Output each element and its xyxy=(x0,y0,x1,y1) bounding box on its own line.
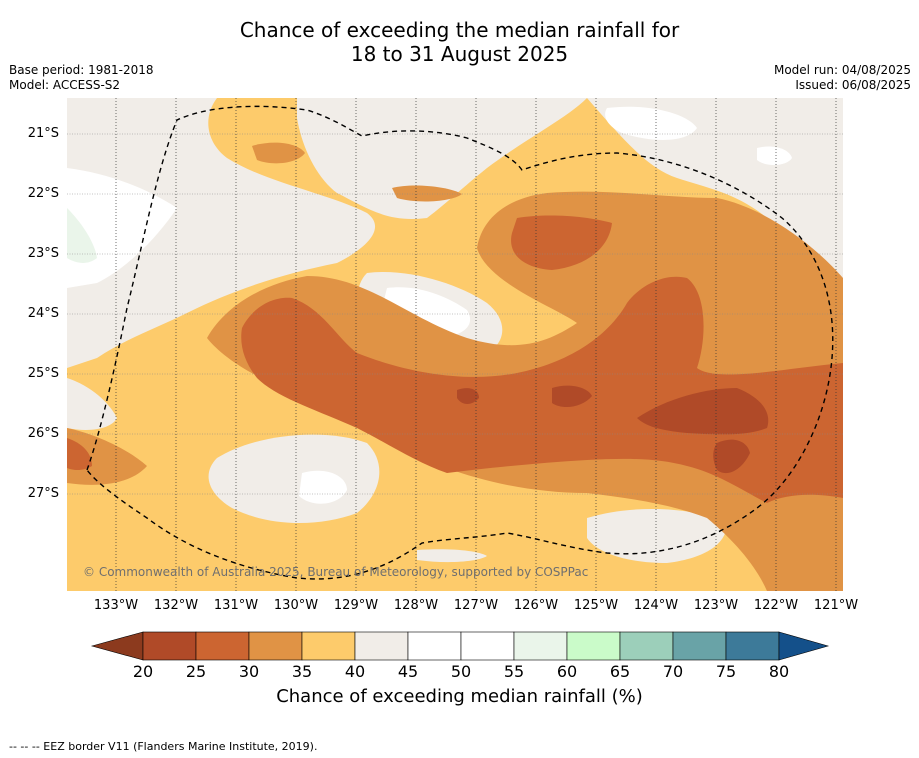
colorbar-extend-high xyxy=(778,631,830,661)
colorbar-segment-45-50 xyxy=(407,631,462,661)
band-45-55-south xyxy=(299,470,347,504)
lat-label-26s: 26°S xyxy=(27,426,59,441)
model-name: Model: ACCESS-S2 xyxy=(9,78,121,92)
colorbar-segment-50-55 xyxy=(460,631,515,661)
graticule-latitude xyxy=(67,133,843,495)
band-45-55-east xyxy=(757,146,792,166)
lat-label-23s: 23°S xyxy=(27,246,59,261)
colorbar-tick-80: 80 xyxy=(768,662,790,681)
lat-label-24s: 24°S xyxy=(27,306,59,321)
lon-label-129w: 129°W xyxy=(333,598,379,613)
colorbar-label: Chance of exceeding median rainfall (%) xyxy=(276,686,643,707)
rainfall-probability-map: © Commonwealth of Australia 2025, Bureau… xyxy=(67,98,843,591)
issued-date: Issued: 06/08/2025 xyxy=(795,78,911,92)
lat-label-27s: 27°S xyxy=(27,486,59,501)
lon-label-121w: 121°W xyxy=(813,598,859,613)
lon-label-125w: 125°W xyxy=(573,598,619,613)
lat-label-22s: 22°S xyxy=(27,186,59,201)
issue-info: Model run: 04/08/2025 Issued: 06/08/2025 xyxy=(774,63,911,93)
model-info: Base period: 1981-2018 Model: ACCESS-S2 xyxy=(9,63,154,93)
colorbar-tick-25: 25 xyxy=(185,662,207,681)
copyright-notice: © Commonwealth of Australia 2025, Bureau… xyxy=(83,565,589,579)
colorbar-tick-75: 75 xyxy=(715,662,737,681)
colorbar-tick-70: 70 xyxy=(662,662,684,681)
colorbar-extend-low xyxy=(90,631,144,661)
colorbar-segment-25-30 xyxy=(195,631,250,661)
band-40-45-northwest xyxy=(67,98,376,368)
lon-label-124w: 124°W xyxy=(633,598,679,613)
title-line-1: Chance of exceeding the median rainfall … xyxy=(239,18,680,42)
lon-label-130w: 130°W xyxy=(273,598,319,613)
colorbar-segment-30-35 xyxy=(248,631,303,661)
colorbar-segment-40-45 xyxy=(354,631,409,661)
lon-label-133w: 133°W xyxy=(93,598,139,613)
band-20-25-west xyxy=(457,388,479,404)
graticule-longitude xyxy=(115,98,837,591)
colorbar xyxy=(90,631,830,661)
band-40-45-north xyxy=(297,98,587,219)
lon-label-131w: 131°W xyxy=(213,598,259,613)
lat-label-21s: 21°S xyxy=(27,126,59,141)
band-55-60-west xyxy=(67,208,97,263)
colorbar-tick-30: 30 xyxy=(238,662,260,681)
colorbar-segment-70-75 xyxy=(672,631,727,661)
title-line-2: 18 to 31 August 2025 xyxy=(350,42,569,66)
band-25-30-north xyxy=(511,215,612,270)
band-20-25-central xyxy=(552,385,592,408)
band-40-45-south xyxy=(417,549,487,563)
colorbar-tick-40: 40 xyxy=(344,662,366,681)
band-30-35-west xyxy=(67,428,147,485)
colorbar-tick-65: 65 xyxy=(609,662,631,681)
band-30-35-northwest xyxy=(252,142,305,164)
lon-label-122w: 122°W xyxy=(753,598,799,613)
lon-label-132w: 132°W xyxy=(153,598,199,613)
band-20-25-east xyxy=(637,388,769,435)
band-30-35-north xyxy=(392,185,462,202)
lon-label-126w: 126°W xyxy=(513,598,559,613)
lon-label-123w: 123°W xyxy=(693,598,739,613)
band-40-45-southwest xyxy=(208,434,380,524)
colorbar-tick-50: 50 xyxy=(450,662,472,681)
model-run: Model run: 04/08/2025 xyxy=(773,63,911,77)
colorbar-tick-45: 45 xyxy=(397,662,419,681)
map-title: Chance of exceeding the median rainfall … xyxy=(0,18,919,66)
band-25-30-main xyxy=(241,276,843,503)
colorbar-tick-60: 60 xyxy=(556,662,578,681)
colorbar-segment-20-25 xyxy=(142,631,197,661)
band-40-45-west xyxy=(67,378,117,430)
lon-label-127w: 127°W xyxy=(453,598,499,613)
band-25-30-west xyxy=(67,438,92,470)
lon-label-128w: 128°W xyxy=(393,598,439,613)
colorbar-tick-55: 55 xyxy=(503,662,525,681)
band-45-55-northeast xyxy=(605,106,697,140)
colorbar-segment-65-70 xyxy=(619,631,674,661)
colorbar-segment-60-65 xyxy=(566,631,621,661)
lat-label-25s: 25°S xyxy=(27,366,59,381)
band-40-45-southeast xyxy=(587,508,727,563)
colorbar-segment-75-80 xyxy=(725,631,780,661)
eez-footnote: -- -- -- EEZ border V11 (Flanders Marine… xyxy=(9,740,318,753)
map-canvas xyxy=(67,98,843,591)
band-20-25-southeast xyxy=(713,439,750,474)
colorbar-tick-35: 35 xyxy=(291,662,313,681)
colorbar-segment-55-60 xyxy=(513,631,568,661)
eez-border xyxy=(86,105,834,580)
base-period: Base period: 1981-2018 xyxy=(9,63,154,77)
colorbar-tick-20: 20 xyxy=(132,662,154,681)
colorbar-segment-35-40 xyxy=(301,631,356,661)
